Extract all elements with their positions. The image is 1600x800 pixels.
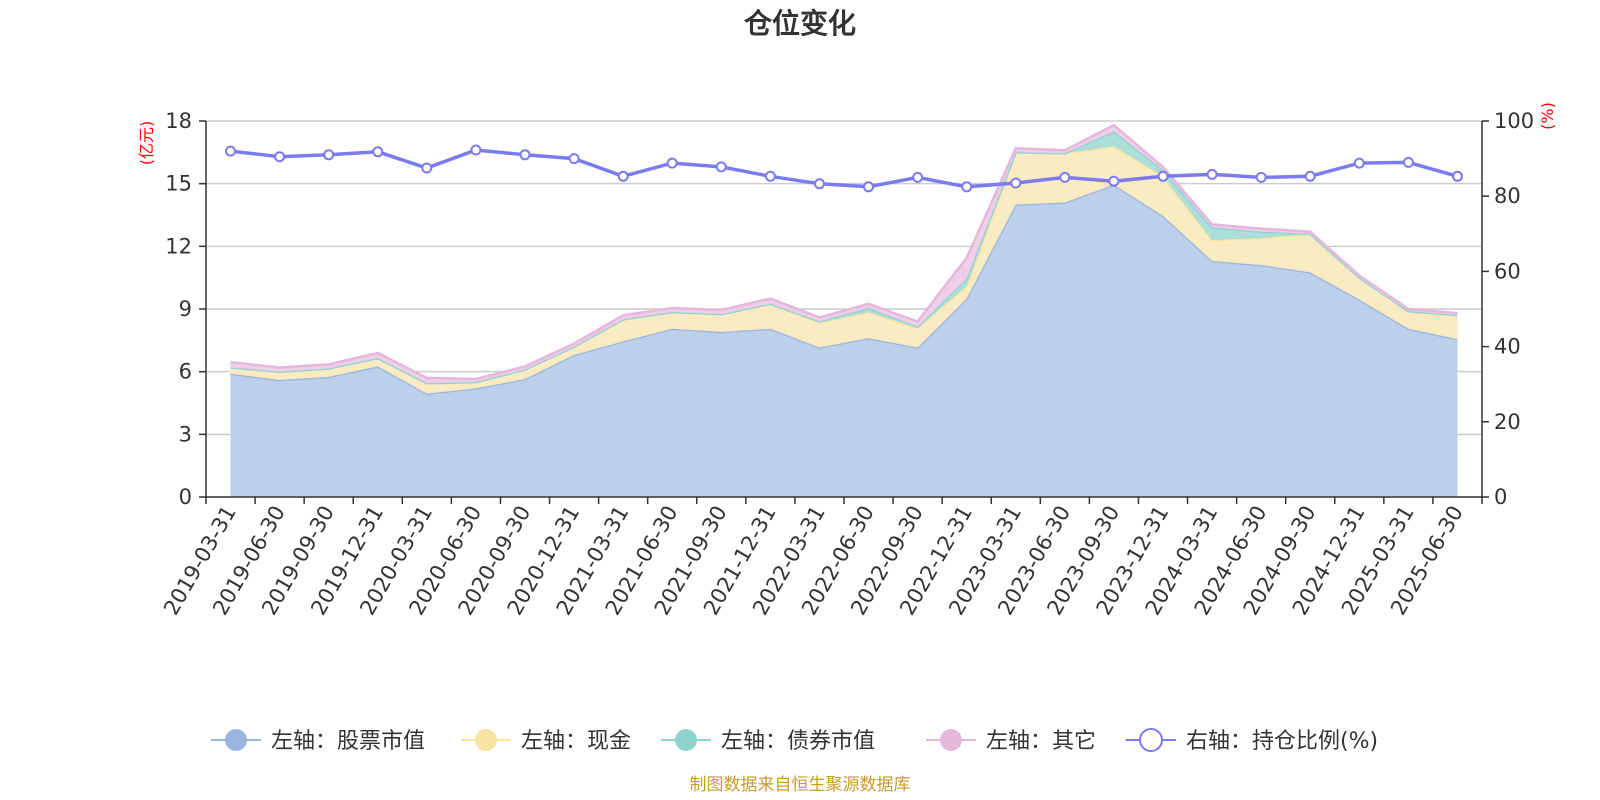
ratio-point <box>1059 171 1071 183</box>
left-axis-tick-label: 3 <box>179 422 192 446</box>
legend-item-3: 左轴：其它 <box>926 729 1096 754</box>
ratio-point <box>372 146 384 158</box>
legend-item-2: 左轴：债券市值 <box>661 729 875 754</box>
legend-label: 右轴：持仓比例(%) <box>1186 729 1378 754</box>
legend-label: 左轴：债券市值 <box>721 729 875 754</box>
left-axis-tick-label: 15 <box>165 172 192 196</box>
stacked-areas <box>230 123 1458 497</box>
ratio-point <box>519 149 531 161</box>
legend: 左轴：股票市值 左轴：现金 左轴：债券市值 左轴：其它 右轴：持仓比例(%) <box>211 728 1378 754</box>
data-source-note: 制图数据来自恒生聚源数据库 <box>690 775 911 795</box>
legend-item-0: 左轴：股票市值 <box>211 729 425 754</box>
left-axis-unit: (亿元) <box>137 121 156 166</box>
legend-swatch-marker <box>1139 728 1163 752</box>
legend-label: 左轴：股票市值 <box>271 729 425 754</box>
ratio-point <box>1157 170 1169 182</box>
legend-swatch-marker <box>475 729 497 751</box>
left-axis-tick-label: 6 <box>179 360 192 384</box>
ratio-point <box>225 145 236 157</box>
ratio-point <box>1402 156 1414 168</box>
ratio-point <box>814 178 825 190</box>
ratio-point <box>666 157 678 169</box>
right-axis-tick-label: 80 <box>1494 184 1521 208</box>
chart-title: 仓位变化 <box>744 7 856 40</box>
ratio-point <box>323 149 335 161</box>
ratio-point <box>912 171 924 183</box>
left-axis-tick-label: 12 <box>165 234 192 258</box>
right-axis-tick-label: 60 <box>1494 259 1521 283</box>
legend-swatch-marker <box>225 729 247 751</box>
ratio-point <box>764 170 776 182</box>
ratio-point <box>1304 170 1316 182</box>
ratio-line-layer <box>225 144 1463 193</box>
area-series-outline-3 <box>230 123 1458 381</box>
ratio-point <box>1206 168 1218 180</box>
area-series-1 <box>230 146 1458 394</box>
right-axis-tick-label: 20 <box>1494 410 1521 434</box>
right-axis-tick-label: 40 <box>1494 335 1521 359</box>
ratio-point <box>961 181 973 193</box>
legend-item-1: 左轴：现金 <box>461 729 631 754</box>
left-axis-tick-label: 18 <box>165 109 192 133</box>
ratio-point <box>274 151 286 163</box>
area-series-0 <box>230 184 1458 497</box>
ratio-point <box>863 181 874 193</box>
left-axis-tick-label: 0 <box>179 485 192 509</box>
ratio-point <box>421 162 433 174</box>
left-axis-tick-label: 9 <box>179 297 192 321</box>
right-axis-unit: (%) <box>1538 102 1557 130</box>
ratio-point <box>617 170 629 182</box>
ratio-line <box>230 148 1458 189</box>
ratio-point <box>1353 157 1365 169</box>
ratio-point <box>1255 171 1267 183</box>
legend-label: 左轴：现金 <box>521 729 631 754</box>
legend-label: 左轴：其它 <box>986 729 1096 754</box>
legend-swatch-marker <box>940 729 962 751</box>
legend-swatch-marker <box>675 729 697 751</box>
ratio-point <box>568 153 580 165</box>
ratio-point <box>470 144 482 156</box>
ratio-point <box>715 161 727 173</box>
right-axis-tick-label: 0 <box>1494 485 1507 509</box>
ratio-point <box>1010 177 1022 189</box>
right-axis-tick-label: 100 <box>1494 109 1534 133</box>
ratio-point <box>1108 175 1120 187</box>
ratio-point <box>1452 170 1463 182</box>
legend-item-4: 右轴：持仓比例(%) <box>1126 728 1378 754</box>
